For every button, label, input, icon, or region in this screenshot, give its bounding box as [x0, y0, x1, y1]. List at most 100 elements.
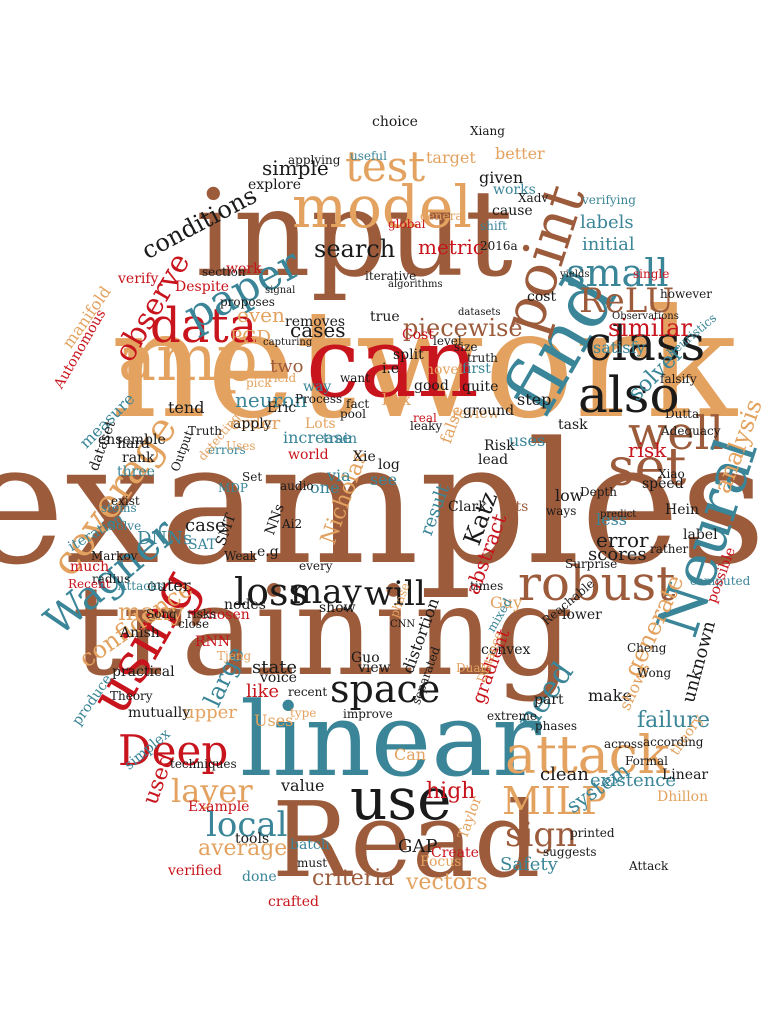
word-observations: Observations	[612, 311, 679, 322]
word-box: box	[382, 390, 411, 409]
word-close: close	[178, 617, 210, 631]
word-examples: examples	[0, 406, 766, 602]
word-step: step	[517, 390, 552, 409]
word-fact: fact	[346, 397, 370, 411]
word-suggests: suggests	[543, 845, 597, 859]
word-must: must	[297, 856, 328, 870]
word-part: part	[534, 692, 564, 708]
word-lead: lead	[478, 452, 509, 468]
word-piecewise: piecewise	[403, 314, 523, 342]
word-explore: explore	[248, 177, 302, 193]
word-tjeng: Tjeng	[217, 649, 252, 663]
word-pool: pool	[340, 407, 366, 421]
word-given: given	[479, 168, 524, 187]
word-initial: initial	[582, 234, 635, 255]
word-verifying: verifying	[582, 193, 636, 207]
word-lower: lower	[562, 607, 602, 623]
word-truth: truth	[467, 351, 498, 365]
word-type: type	[290, 706, 317, 720]
word-layer: layer	[171, 772, 253, 810]
word-ways: ways	[546, 504, 577, 518]
word-upper: upper	[183, 702, 237, 723]
word-markov: Markov	[91, 549, 138, 563]
word-high: high	[426, 779, 476, 804]
word-task: task	[558, 417, 588, 433]
word-anish: Anish	[120, 625, 160, 641]
word-may: may	[290, 572, 362, 612]
word-three: three	[117, 464, 155, 480]
word-error: error	[596, 528, 649, 552]
word-computed: computed	[690, 574, 751, 588]
word-ai2: Ai2	[282, 517, 303, 531]
word-target: target	[426, 148, 476, 167]
word-weak: Weak	[224, 549, 257, 563]
word-ensemble: ensemble	[98, 432, 166, 448]
word-iterative: iterative	[365, 269, 417, 283]
word-set: set	[608, 438, 687, 498]
word-better: better	[495, 144, 545, 163]
word-labels: labels	[580, 212, 634, 233]
word-one: one	[310, 478, 340, 497]
word-value: value	[281, 776, 325, 795]
word-improve: improve	[343, 707, 393, 721]
word-criteria: criteria	[312, 866, 395, 891]
word-vectors: vectors	[406, 870, 488, 895]
word-dhillon: Dhillon	[657, 789, 709, 805]
word-techniques: techniques	[170, 757, 237, 771]
word-shift: shift	[480, 219, 507, 233]
word-surprise: Surprise	[565, 557, 618, 571]
word-safety: Safety	[500, 854, 558, 875]
word-sets: sets	[500, 499, 529, 515]
word-uses: Uses	[226, 439, 256, 453]
word-average: average	[198, 836, 288, 861]
word-input: input	[195, 165, 513, 304]
word-mutually: mutually	[128, 705, 191, 721]
word-signal: signal	[265, 285, 296, 296]
word-done: done	[242, 869, 277, 885]
word-pgd: PGD	[230, 327, 271, 348]
word-risks: risks	[187, 607, 217, 621]
word-verified: verified	[168, 863, 222, 879]
word-dnns: DNNs	[137, 528, 193, 549]
word-formal: Formal	[625, 754, 669, 768]
word-theory: Theory	[110, 689, 153, 703]
word-despite: Despite	[175, 279, 230, 295]
word-cheng: Cheng	[627, 641, 667, 655]
word-global: global	[388, 217, 426, 231]
word-good: good	[414, 378, 449, 394]
word-yield: Yield	[266, 371, 297, 385]
word-falsify: falsify	[660, 372, 697, 386]
word-space: space	[330, 667, 441, 711]
word-case: case	[185, 515, 226, 536]
word-clean: clean	[540, 764, 589, 785]
word-increase: increase	[283, 428, 352, 447]
word-loss: loss	[234, 570, 309, 614]
word-search: search	[314, 235, 396, 263]
word-i-e: i.e	[382, 361, 400, 377]
word-existence: existence	[590, 770, 677, 791]
word-focus: Focus	[420, 854, 462, 870]
word-truth: Truth	[188, 424, 223, 438]
word-use: use	[350, 765, 452, 833]
word-mdp: MDP	[218, 481, 248, 495]
word-removes: removes	[285, 314, 346, 330]
word-via: via	[327, 466, 351, 485]
word-chosen: chosen	[200, 607, 250, 623]
word-song: Song	[146, 607, 177, 621]
word-neuron: neuron	[235, 388, 308, 412]
word-will: will	[364, 574, 426, 614]
word-like: like	[246, 681, 280, 702]
word-satisfy: satisfy	[593, 338, 646, 357]
word-however: however	[660, 287, 712, 301]
word-less: less	[596, 510, 628, 529]
word-tend: tend	[168, 398, 205, 417]
word-deep: Deep	[118, 726, 229, 775]
word-depth: Depth	[580, 485, 617, 499]
word-speed: speed	[642, 476, 684, 492]
word-hard: hard	[117, 436, 151, 452]
word-section: section	[202, 265, 246, 279]
word-way: way	[303, 379, 332, 395]
word-risk: Risk	[484, 438, 515, 454]
word-wong: Wong	[637, 666, 672, 680]
word-single: single	[633, 267, 670, 281]
